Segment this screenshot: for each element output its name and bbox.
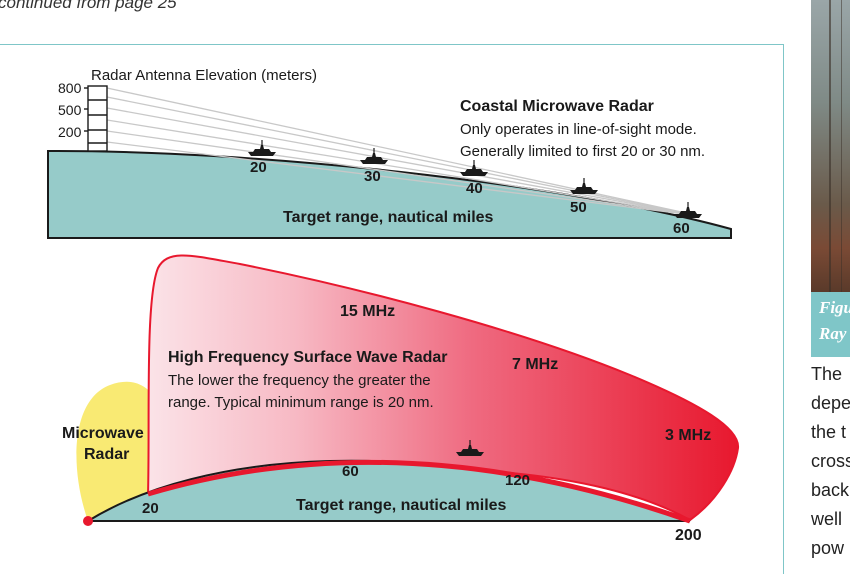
- hf-coverage: [146, 254, 740, 522]
- elevation-800: 800: [58, 80, 82, 96]
- radar-diagram: Radar Antenna Elevation (meters) 800 500…: [47, 67, 740, 544]
- figure-caption: Figure Ray: [811, 292, 850, 357]
- range-tick: 120: [505, 472, 530, 489]
- body-line: cross: [811, 451, 850, 471]
- ship-icon: [359, 147, 389, 165]
- body-line: back: [811, 480, 850, 500]
- hf-title: High Frequency Surface Wave Radar: [168, 349, 448, 366]
- continued-note: continued from page 25: [0, 0, 177, 12]
- microwave-coverage: [76, 381, 168, 521]
- caption-line1: Figure: [819, 298, 850, 317]
- range-tick: 60: [673, 220, 690, 237]
- sight-lines: [106, 87, 701, 217]
- hf-radar-panel: 15 MHz 7 MHz 3 MHz High Frequency Surfac…: [62, 254, 740, 544]
- ship-icon: [673, 201, 703, 219]
- coastal-sea: [47, 149, 732, 239]
- body-text-column: The depe the t cross back well pow: [811, 360, 850, 563]
- coastal-title: Coastal Microwave Radar: [460, 98, 654, 115]
- range-tick: 50: [570, 199, 587, 216]
- range-tick: 20: [142, 500, 159, 517]
- freq-7mhz: 7 MHz: [512, 356, 558, 373]
- diagram-frame: [0, 44, 784, 574]
- coastal-desc-line1: Only operates in line-of-sight mode.: [460, 121, 697, 138]
- ship-icon: [247, 139, 277, 157]
- hf-desc-line2: range. Typical minimum range is 20 nm.: [168, 394, 434, 411]
- antenna-elevation-label: Radar Antenna Elevation (meters): [91, 67, 317, 84]
- coastal-radar-panel: Radar Antenna Elevation (meters) 800 500…: [47, 67, 732, 239]
- body-line: the t: [811, 422, 847, 442]
- freq-3mhz: 3 MHz: [665, 427, 711, 444]
- ship-icon: [569, 177, 599, 195]
- freq-15mhz: 15 MHz: [340, 303, 395, 320]
- coastal-axis-label: Target range, nautical miles: [283, 209, 494, 226]
- antenna-tower: [84, 85, 108, 152]
- range-tick: 200: [675, 527, 702, 544]
- body-line: depe: [811, 393, 850, 413]
- radar-site-marker: [83, 516, 93, 526]
- surface-wave: [147, 459, 691, 524]
- hf-desc-line1: The lower the frequency the greater the: [168, 372, 431, 389]
- body-line: The: [811, 364, 843, 384]
- microwave-label-line2: Radar: [84, 446, 129, 463]
- elevation-500: 500: [58, 102, 82, 118]
- body-line: pow: [811, 538, 845, 558]
- range-tick: 30: [364, 168, 381, 185]
- hf-axis-label: Target range, nautical miles: [296, 497, 507, 514]
- coastal-desc-line2: Generally limited to first 20 or 30 nm.: [460, 143, 705, 160]
- body-line: well: [811, 509, 843, 529]
- figure-photo: [811, 0, 850, 292]
- range-tick: 40: [466, 180, 483, 197]
- ship-icon: [459, 159, 489, 177]
- range-tick: 60: [342, 463, 359, 480]
- caption-line2: Ray: [819, 324, 847, 343]
- range-tick: 20: [250, 159, 267, 176]
- elevation-200: 200: [58, 124, 82, 140]
- microwave-label-line1: Microwave: [62, 425, 144, 442]
